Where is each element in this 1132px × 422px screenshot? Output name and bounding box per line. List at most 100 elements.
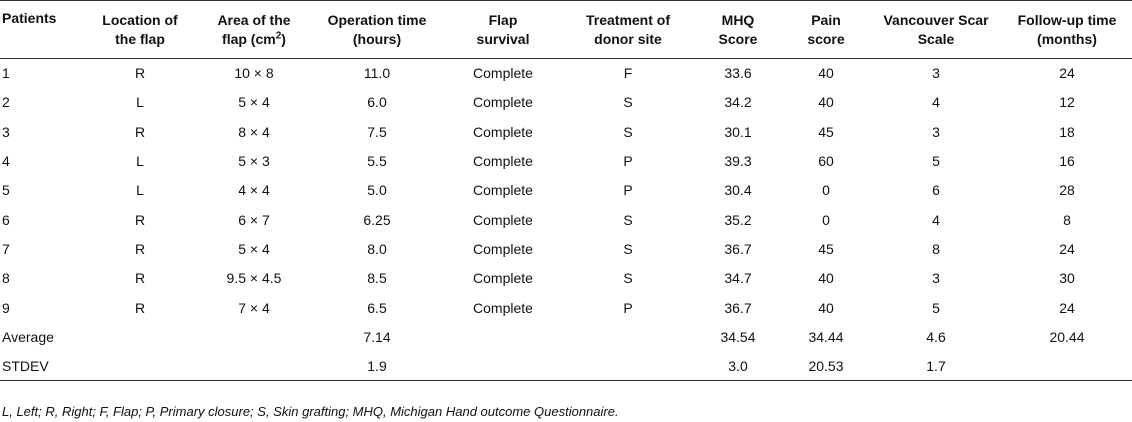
table-cell: 40 (818, 65, 834, 82)
table-cell (82, 351, 198, 382)
table-row: 8 R 9.5 × 4.5 8.5 Complete S 34.7 40 3 30 (0, 264, 1132, 293)
table-cell (562, 351, 694, 382)
table-cell: 4 (932, 211, 940, 228)
col-header-location: Location of the flap (82, 0, 198, 59)
col-header-mhq-score: MHQ Score (694, 0, 782, 59)
table-cell: 34.44 (808, 328, 844, 345)
average-row: Average 7.14 34.54 34.44 4.6 20.44 (0, 322, 1132, 351)
table-cell: 24 (1059, 65, 1075, 82)
table-cell: 3 (932, 65, 940, 82)
table-cell: 20.53 (782, 351, 870, 382)
stdev-row: STDEV 1.9 3.0 20.53 1.7 (0, 351, 1132, 382)
table-cell: 8 (2, 270, 10, 287)
table-cell: 3 (932, 123, 940, 140)
table-cell: 16 (1059, 153, 1075, 170)
table-cell: Complete (473, 211, 533, 228)
table-cell (198, 351, 310, 382)
col-header-patients: Patients (0, 0, 82, 59)
table-cell: 12 (1059, 94, 1075, 111)
table-cell: 8.5 (367, 270, 387, 287)
table-cell: 1 (2, 65, 10, 82)
table-cell: 5.0 (367, 182, 387, 199)
table-cell: 10 × 8 (234, 65, 274, 82)
table-cell: L (136, 94, 144, 111)
table-cell: 4.6 (926, 328, 946, 345)
table-cell: Complete (473, 299, 533, 316)
table-cell: Complete (473, 240, 533, 257)
table-cell: 3 (932, 270, 940, 287)
table-cell: 40 (818, 94, 834, 111)
col-header-vancouver-scar: Vancouver Scar Scale (870, 0, 1002, 59)
col-header-donor-site: Treatment of donor site (562, 0, 694, 59)
table-cell: 28 (1059, 182, 1075, 199)
table-cell: 7.14 (363, 328, 391, 345)
table-cell: 18 (1059, 123, 1075, 140)
table-cell: 0 (822, 182, 830, 199)
table-cell: R (134, 123, 146, 140)
col-header-operation-time: Operation time (hours) (310, 0, 444, 59)
table-cell: 6.5 (367, 299, 387, 316)
table-cell: 3 (2, 123, 10, 140)
table-cell: 5 × 4 (238, 240, 270, 257)
table-cell: 34.2 (724, 94, 752, 111)
table-cell: F (623, 65, 633, 82)
table-cell: 5 × 4 (238, 94, 270, 111)
table-cell: 1.9 (310, 351, 444, 382)
table-cell: 20.44 (1049, 328, 1085, 345)
table-cell (562, 322, 694, 351)
table-cell: 2 (2, 94, 10, 111)
table-cell: 34.7 (724, 270, 752, 287)
table-cell: Complete (473, 270, 533, 287)
table-row: 6 R 6 × 7 6.25 Complete S 35.2 0 4 8 (0, 205, 1132, 234)
col-header-area: Area of the flap (cm2) (198, 0, 310, 59)
table-row: 9 R 7 × 4 6.5 Complete P 36.7 40 5 24 (0, 293, 1132, 322)
table-cell: 6 (2, 211, 10, 228)
table-footnote: L, Left; R, Right; F, Flap; P, Primary c… (2, 404, 619, 419)
table-cell: 35.2 (724, 211, 752, 228)
table-cell: 7 × 4 (238, 299, 270, 316)
table-cell: 36.7 (724, 240, 752, 257)
table-cell: 3.0 (694, 351, 782, 382)
table-cell: 5 (2, 182, 10, 199)
table-row: 3 R 8 × 4 7.5 Complete S 30.1 45 3 18 (0, 117, 1132, 146)
table-cell: 5 (932, 153, 940, 170)
table-cell: S (623, 211, 633, 228)
table-cell: 0 (822, 211, 830, 228)
table-cell: 8 × 4 (238, 123, 270, 140)
table-cell: 45 (818, 123, 834, 140)
table-cell: 9 (2, 299, 10, 316)
table-cell: 34.54 (720, 328, 756, 345)
table-cell (1002, 351, 1132, 382)
table-row: 2 L 5 × 4 6.0 Complete S 34.2 40 4 12 (0, 88, 1132, 117)
table-cell: 39.3 (724, 153, 752, 170)
table-cell: 4 (2, 153, 10, 170)
table-cell: L (136, 153, 144, 170)
table-cell: 6.25 (363, 211, 391, 228)
table-cell: R (134, 270, 146, 287)
table-cell: L (136, 182, 144, 199)
table-cell: R (134, 299, 146, 316)
table-cell: Average (2, 328, 54, 345)
table-cell: 40 (818, 299, 834, 316)
table-cell: R (134, 240, 146, 257)
table-cell: 45 (818, 240, 834, 257)
table-row: 1 R 10 × 8 11.0 Complete F 33.6 40 3 24 (0, 59, 1132, 88)
table-cell: 4 (932, 94, 940, 111)
table-row: 5 L 4 × 4 5.0 Complete P 30.4 0 6 28 (0, 176, 1132, 205)
table-cell: Complete (473, 123, 533, 140)
col-header-follow-up: Follow-up time (months) (1002, 0, 1132, 59)
table-cell: 4 × 4 (238, 182, 270, 199)
col-header-pain-score: Pain score (782, 0, 870, 59)
table-cell (444, 322, 562, 351)
table-cell: 36.7 (724, 299, 752, 316)
table-cell: P (623, 299, 633, 316)
table-cell: 5 (932, 299, 940, 316)
table-cell: 7 (2, 240, 10, 257)
table-cell: 7.5 (367, 123, 387, 140)
table-cell: 24 (1059, 240, 1075, 257)
header-row: Patients Location of the flap Area of the… (0, 0, 1132, 59)
table-cell: 9.5 × 4.5 (226, 270, 282, 287)
table-cell: 5 × 3 (238, 153, 270, 170)
table-cell: 5.5 (367, 153, 387, 170)
